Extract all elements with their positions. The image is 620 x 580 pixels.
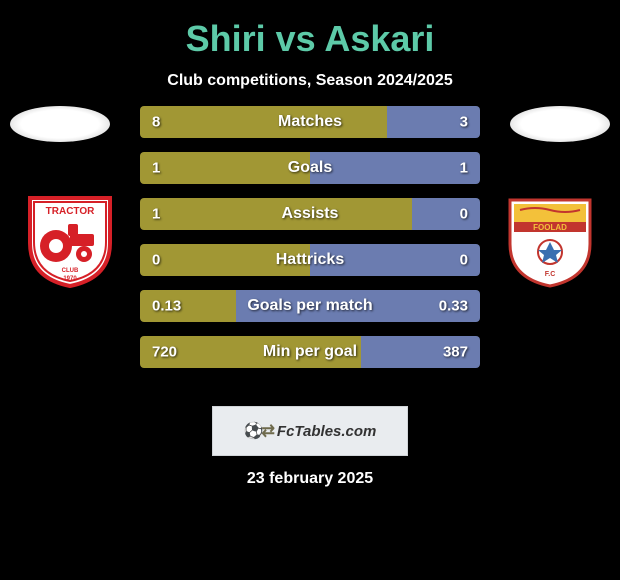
club-crest-left: TRACTOR CLUB 1970 [20, 188, 120, 288]
stat-row-matches: Matches8 3 [140, 106, 480, 138]
svg-text:1970: 1970 [63, 276, 77, 282]
stat-row-hattricks: Hattricks0 0 [140, 244, 480, 276]
stat-label: Goals [140, 159, 480, 177]
brand-icon: ⚽⇄ [244, 421, 273, 441]
svg-text:FOOLAD: FOOLAD [533, 223, 567, 232]
player-disc-right [510, 106, 610, 142]
club-crest-right: FOOLAD F.C [500, 188, 600, 288]
comparison-card: Shiri vs Askari Club competitions, Seaso… [0, 0, 620, 488]
chart-area: TRACTOR CLUB 1970 FOOLAD F.C Matches8 3 Go… [0, 108, 620, 398]
date-label: 23 february 2025 [0, 470, 620, 488]
svg-text:CLUB: CLUB [62, 268, 79, 274]
stat-value-left: 720 [152, 344, 177, 361]
stat-value-left: 0 [152, 252, 160, 269]
stat-label: Assists [140, 205, 480, 223]
page-title: Shiri vs Askari [0, 18, 620, 60]
stat-label: Goals per match [140, 297, 480, 315]
brand-text: FcTables.com [277, 423, 376, 440]
stat-rows: Matches83Goals11Assists10Hattricks00Goal… [140, 106, 480, 382]
foolad-crest-icon: FOOLAD F.C [500, 188, 600, 288]
stat-label: Hattricks [140, 251, 480, 269]
stat-value-right: 0 [460, 252, 468, 269]
stat-label: Matches [140, 113, 480, 131]
stat-value-left: 8 [152, 114, 160, 131]
brand-badge[interactable]: ⚽⇄ FcTables.com [212, 406, 408, 456]
stat-value-right: 0.33 [439, 298, 468, 315]
svg-text:TRACTOR: TRACTOR [46, 206, 95, 217]
stat-value-right: 1 [460, 160, 468, 177]
tractor-crest-icon: TRACTOR CLUB 1970 [20, 188, 120, 288]
stat-value-left: 1 [152, 160, 160, 177]
stat-label: Min per goal [140, 343, 480, 361]
svg-text:F.C: F.C [545, 271, 556, 278]
stat-row-assists: Assists1 0 [140, 198, 480, 230]
stat-row-goals-per-match: Goals per match0.13 0.33 [140, 290, 480, 322]
stat-value-right: 387 [443, 344, 468, 361]
stat-value-left: 1 [152, 206, 160, 223]
stat-row-min-per-goal: Min per goal720 387 [140, 336, 480, 368]
player-disc-left [10, 106, 110, 142]
stat-value-left: 0.13 [152, 298, 181, 315]
stat-row-goals: Goals1 1 [140, 152, 480, 184]
subtitle: Club competitions, Season 2024/2025 [0, 72, 620, 90]
stat-value-right: 3 [460, 114, 468, 131]
stat-value-right: 0 [460, 206, 468, 223]
